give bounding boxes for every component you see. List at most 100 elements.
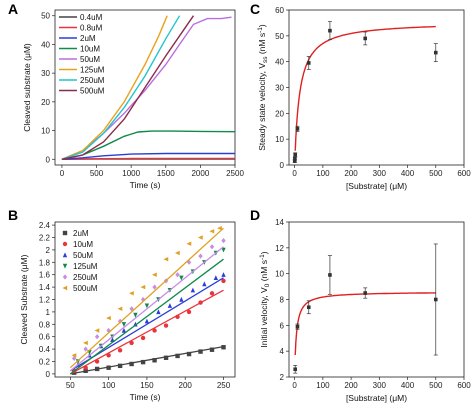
data-point (295, 127, 300, 131)
legend-label: 500uM (80, 87, 105, 96)
y-tick-label: 1.2 (39, 296, 51, 305)
y-tick-label: 4 (280, 347, 285, 356)
series-line-2uM (61, 152, 235, 160)
series-line-125uM (61, 15, 168, 160)
series-line-250uM (61, 15, 181, 160)
y-axis-label: Cleaved substrate (μM) (22, 43, 32, 132)
y-tick-label: 1.8 (39, 258, 51, 267)
data-point (433, 50, 438, 55)
y-tick-label: 10 (41, 127, 50, 136)
panel-d: 0 100 200 300 400 500 600 2 4 6 8 10 12 14 [Substrate]… (250, 207, 471, 403)
data-point (363, 36, 368, 41)
fit-line-2uM (70, 345, 224, 375)
y-tick-label: 40 (41, 40, 50, 49)
data-point-500uM (151, 272, 157, 277)
y-axis-label-part: (nM s (259, 260, 269, 284)
x-tick-label: 0 (60, 169, 65, 178)
data-point-2uM (198, 349, 203, 354)
y-tick-label: 8 (280, 296, 285, 305)
data-point-2uM (163, 355, 169, 360)
legend-label: 2uM (80, 34, 96, 43)
data-point (293, 156, 297, 161)
legend-label: 10uM (80, 45, 100, 54)
y-tick-label: 0 (46, 370, 51, 379)
data-point-250uM (94, 334, 100, 340)
x-tick-label: 200 (344, 381, 358, 390)
y-tick-label: 1 (46, 308, 51, 317)
data-point-500uM (186, 241, 192, 246)
data-point-2uM (129, 361, 134, 367)
plot-frame (54, 9, 236, 166)
y-tick-label: 0 (280, 161, 285, 170)
y-axis-label-part: Initial velocity, V (259, 287, 269, 348)
data-point-2uM (209, 347, 215, 352)
data-point-500uM (140, 284, 146, 290)
data-point-500uM (209, 229, 215, 234)
legend-label: 125uM (80, 66, 105, 75)
y-axis-label-part: -1 (257, 27, 264, 33)
x-tick-label: 200 (179, 381, 193, 390)
x-tick-label: 100 (102, 381, 116, 390)
x-tick-label: 400 (401, 381, 415, 390)
x-tick-label: 250 (217, 381, 231, 390)
data-point-500uM (71, 353, 77, 358)
data-point-250uM (152, 284, 157, 290)
plot-frame (288, 9, 465, 166)
data-point (306, 61, 311, 65)
data-point-500uM (117, 306, 123, 311)
legend-label: 10uM (73, 240, 93, 249)
data-point-250uM (71, 355, 77, 361)
panel-b: 50 100 150 200 250 0 0.2 0.4 0.6 0.8 1 1.2 1.4 1.6 1.8… (8, 207, 236, 402)
x-tick-label: 400 (401, 169, 415, 178)
y-axis-label: Cleaved Substrate (μM) (19, 254, 29, 344)
y-tick-label: 10 (275, 270, 284, 279)
data-point-500uM (128, 291, 134, 296)
y-tick-label: 60 (275, 6, 284, 15)
x-tick-label: 500 (90, 169, 104, 178)
data-point (293, 152, 298, 157)
data-point-10uM (186, 309, 192, 315)
data-point (293, 367, 298, 372)
panel-label: A (8, 1, 18, 17)
y-axis-label-part: (nM s (257, 33, 267, 57)
y-tick-label: 50 (275, 32, 284, 41)
x-tick-label: 1500 (157, 169, 175, 178)
y-axis-label-part: ss (262, 56, 269, 63)
data-point-50uM (167, 303, 173, 308)
data-point-250uM (221, 238, 226, 244)
data-point-500uM (163, 257, 169, 262)
legend-marker (62, 230, 68, 236)
y-tick-label: 1.6 (39, 271, 51, 280)
y-tick-label: 6 (280, 321, 285, 330)
x-tick-label: 600 (457, 381, 471, 390)
y-axis-label-part: 0 (264, 283, 271, 287)
y-tick-label: 0 (46, 155, 51, 164)
data-point-500uM (197, 235, 203, 240)
panel-c: 0 100 200 300 400 500 600 0 10 20 30 40 50 60 [Substra… (250, 1, 471, 191)
data-point-2uM (175, 353, 180, 359)
x-tick-label: 100 (316, 169, 330, 178)
data-point-10uM (129, 340, 134, 346)
x-tick-label: 50 (66, 381, 75, 390)
data-point-500uM (94, 328, 100, 333)
y-axis-label-part: Steady state velocity, V (257, 63, 267, 151)
data-point-250uM (129, 306, 134, 312)
fit-line-125uM (69, 258, 224, 375)
y-tick-label: 0.6 (39, 333, 51, 342)
legend-label: 50uM (80, 55, 100, 64)
y-tick-label: 12 (275, 244, 284, 253)
x-axis-label: Time (s) (130, 392, 161, 402)
fit-line-500uM (69, 227, 224, 369)
legend-label: 500uM (73, 284, 98, 293)
x-tick-label: 2500 (226, 169, 244, 178)
x-tick-label: 100 (316, 381, 330, 390)
panel-label: C (250, 1, 260, 17)
data-point-50uM (190, 287, 196, 293)
y-tick-label: 20 (41, 98, 50, 107)
data-point (328, 28, 332, 33)
data-point-250uM (83, 346, 88, 352)
y-tick-label: 1.4 (39, 283, 51, 292)
data-point-10uM (152, 328, 157, 333)
fit-line-250uM (69, 246, 224, 372)
